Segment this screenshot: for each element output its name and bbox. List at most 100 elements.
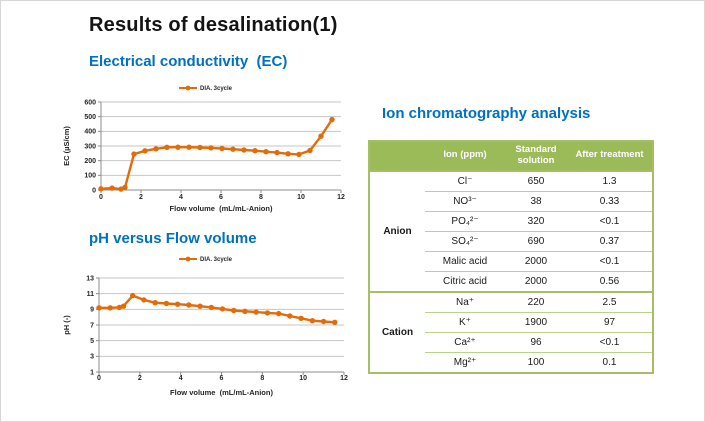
- ec-y-tick-label: 300: [84, 143, 96, 150]
- ph-data-point: [320, 318, 327, 325]
- ec-gridlines: [98, 101, 341, 191]
- group-label-cation: Cation: [369, 290, 425, 373]
- ph-x-tick-label: 4: [179, 375, 183, 382]
- ph-y-axis-title: pH (-): [62, 315, 71, 335]
- ec-x-tick-label: 12: [337, 194, 345, 201]
- ec-data-point: [307, 147, 313, 154]
- table-row: SO₄²⁻ 690 0.37: [369, 230, 653, 252]
- ph-data-point: [120, 303, 127, 309]
- standard-solution-value: 2000: [505, 250, 567, 272]
- ph-data-point: [298, 315, 304, 321]
- ec-data-point: [318, 133, 324, 139]
- ec-data-point: [241, 147, 247, 153]
- standard-solution-value: 38: [505, 190, 567, 212]
- ec-chart-heading: Electrical conductivity (EC): [89, 53, 288, 70]
- ec-data-point: [175, 144, 181, 150]
- ph-data-point: [332, 319, 338, 325]
- ph-data-point: [186, 302, 192, 308]
- ph-x-axis-title: Flow volume (mL/mL-Anion): [170, 388, 273, 397]
- ph-data-point: [264, 310, 271, 316]
- ph-data-point: [96, 305, 102, 311]
- ion-name: K⁺: [425, 311, 505, 333]
- standard-solution-value: 2000: [505, 270, 567, 292]
- ec-data-point: [131, 151, 137, 157]
- ph-data-point: [174, 301, 181, 307]
- ec-data-point: [219, 145, 225, 152]
- ph-y-tick-label: 9: [90, 307, 94, 314]
- after-treatment-value: 2.5: [567, 290, 653, 313]
- after-treatment-value: 0.1: [567, 351, 653, 373]
- ph-y-tick-label: 7: [90, 322, 94, 329]
- ph-x-tick-label: 2: [138, 375, 142, 382]
- ec-x-tick-label: 4: [179, 194, 183, 201]
- table-row: Malic acid 2000 <0.1: [369, 250, 653, 272]
- ec-x-tick-label: 2: [139, 194, 143, 201]
- ion-name: Citric acid: [425, 270, 505, 292]
- table-row: K⁺ 1900 97: [369, 311, 653, 333]
- ph-y-tick-label: 3: [90, 354, 94, 361]
- ph-data-point: [130, 292, 136, 299]
- ec-legend-label: DIA. 3cycle: [200, 86, 233, 92]
- after-treatment-value: 97: [567, 311, 653, 333]
- ph-chart-heading: pH versus Flow volume: [89, 230, 257, 247]
- group-label-anion: Anion: [369, 169, 425, 292]
- ec-data-point: [296, 151, 302, 158]
- standard-solution-value: 96: [505, 331, 567, 353]
- ion-table: Ion (ppm) Standard solution After treatmen…: [368, 140, 654, 374]
- ec-data-point: [122, 184, 128, 191]
- ec-data-point: [98, 186, 104, 192]
- slide-title: Results of desalination(1): [89, 14, 338, 36]
- standard-solution-value: 320: [505, 210, 567, 232]
- ec-y-tick-label: 0: [92, 187, 96, 194]
- ec-y-axis-title: EC (µS/cm): [62, 126, 71, 166]
- ec-data-point: [285, 151, 291, 157]
- ph-data-point: [219, 306, 226, 312]
- ph-y-tick-label: 11: [87, 291, 95, 298]
- ph-y-tick-label: 1: [90, 369, 94, 376]
- ec-x-axis-title: Flow volume (mL/mL-Anion): [170, 204, 273, 213]
- standard-solution-value: 650: [505, 169, 567, 192]
- ion-table-body: Anion Cl⁻ 650 1.3 NO³⁻ 38 0.33 PO₄²⁻ 320 <0.1 SO₄²…: [369, 169, 653, 373]
- column-header: Ion (ppm): [425, 141, 505, 171]
- ph-data-point: [152, 300, 158, 306]
- table-row: Citric acid 2000 0.56: [369, 270, 653, 292]
- after-treatment-value: 0.33: [567, 190, 653, 212]
- ion-table-header-row: Ion (ppm) Standard solution After treatmen…: [369, 141, 653, 171]
- ph-x-tick-label: 10: [299, 375, 307, 382]
- ec-data-point: [274, 149, 280, 156]
- ph-gridlines: [96, 277, 344, 373]
- ion-name: SO₄²⁻: [425, 230, 505, 252]
- after-treatment-value: <0.1: [567, 250, 653, 272]
- ec-data-point: [197, 144, 203, 151]
- table-row: Cation Na⁺ 220 2.5: [369, 290, 653, 373]
- ec-data-point: [186, 144, 192, 150]
- standard-solution-value: 690: [505, 230, 567, 252]
- ph-data-point: [231, 307, 237, 314]
- ph-data-point: [287, 313, 293, 319]
- ion-name: Na⁺: [425, 290, 505, 313]
- column-header: Standard solution: [505, 141, 567, 171]
- ec-data-point: [109, 185, 115, 191]
- standard-solution-value: 100: [505, 351, 567, 373]
- ion-name: NO³⁻: [425, 190, 505, 212]
- ph-data-point: [309, 318, 316, 324]
- ec-data-point: [329, 116, 335, 123]
- ion-name: Cl⁻: [425, 169, 505, 192]
- ion-name: Ca²⁺: [425, 331, 505, 353]
- table-row: Mg²⁺ 100 0.1: [369, 351, 653, 373]
- ec-chart: 0 100 200 300 400 500 600 0 2 4 6 8 10 12 DIA. 3cycle F…: [62, 85, 345, 213]
- ec-x-tick-label: 8: [259, 194, 263, 201]
- ec-data-point: [142, 148, 148, 154]
- table-row: Anion Cl⁻ 650 1.3: [369, 169, 653, 292]
- after-treatment-value: <0.1: [567, 210, 653, 232]
- ph-data-point: [163, 300, 170, 307]
- standard-solution-value: 1900: [505, 311, 567, 333]
- ec-y-tick-label: 400: [84, 129, 96, 136]
- ph-y-tick-label: 5: [90, 338, 94, 345]
- ec-data-point: [263, 149, 269, 155]
- ph-data-point: [276, 310, 282, 317]
- ph-x-tick-label: 12: [340, 375, 348, 382]
- ph-data-point: [253, 309, 259, 315]
- ion-name: PO₄²⁻: [425, 210, 505, 232]
